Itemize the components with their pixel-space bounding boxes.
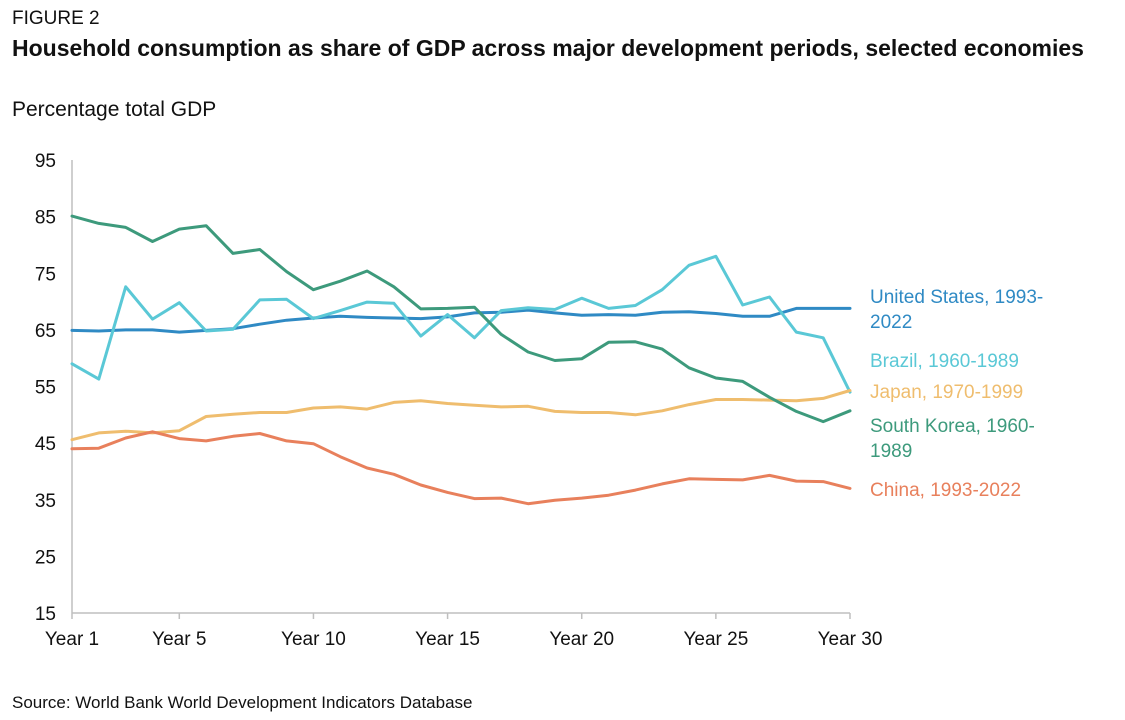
chart-series [70,214,852,506]
y-tick-label: 45 [35,434,56,455]
series-label-0: United States, 1993-2022 [870,287,1043,333]
x-tick-label: Year 15 [415,629,480,650]
series-line-2 [70,389,852,442]
y-tick-label: 55 [35,378,56,399]
x-tick-label: Year 25 [683,629,748,650]
chart-title: Household consumption as share of GDP ac… [12,35,1084,61]
series-label-4: China, 1993-2022 [870,480,1021,501]
series-label-2: Japan, 1970-1999 [870,382,1023,403]
source-note: Source: World Bank World Development Ind… [12,693,473,712]
series-line-0 [70,306,852,334]
series-line-3 [70,214,852,424]
chart-subtitle: Percentage total GDP [12,98,217,121]
y-tick-label: 25 [35,547,56,568]
y-tick-label: 35 [35,491,56,512]
y-tick-label: 95 [35,151,56,172]
y-tick-label: 15 [35,604,56,625]
y-tick-label: 65 [35,321,56,342]
x-tick-label: Year 5 [152,629,206,650]
chart-axes: 15 25 35 45 55 65 75 85 95 Year 1 Year 5 Year 10 Yea… [35,151,883,650]
y-tick-label: 85 [35,208,56,229]
y-tick-label: 75 [35,264,56,285]
x-tick-label: Year 30 [818,629,883,650]
chart-series-labels: United States, 1993-2022 Brazil, 1960-198… [870,287,1043,501]
figure-label: FIGURE 2 [12,8,100,29]
x-tick-label: Year 10 [281,629,346,650]
x-tick-label: Year 20 [549,629,614,650]
series-label-1: Brazil, 1960-1989 [870,351,1019,372]
series-label-3: South Korea, 1960-1989 [870,416,1035,462]
series-line-4 [70,430,852,506]
x-tick-label: Year 1 [45,629,99,650]
series-line-1 [70,254,852,394]
